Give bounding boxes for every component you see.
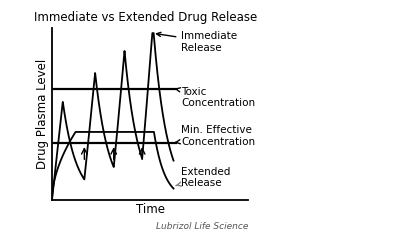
Text: Lubrizol Life Science: Lubrizol Life Science [156,222,248,231]
Text: Extended
Release: Extended Release [176,167,231,188]
Text: Toxic
Concentration: Toxic Concentration [176,87,256,109]
Y-axis label: Drug Plasma Level: Drug Plasma Level [36,59,49,169]
Text: Min. Effective
Concentration: Min. Effective Concentration [176,125,256,147]
Text: Immediate
Release: Immediate Release [156,31,238,53]
X-axis label: Time: Time [136,203,164,215]
Text: Immediate vs Extended Drug Release: Immediate vs Extended Drug Release [34,11,258,24]
